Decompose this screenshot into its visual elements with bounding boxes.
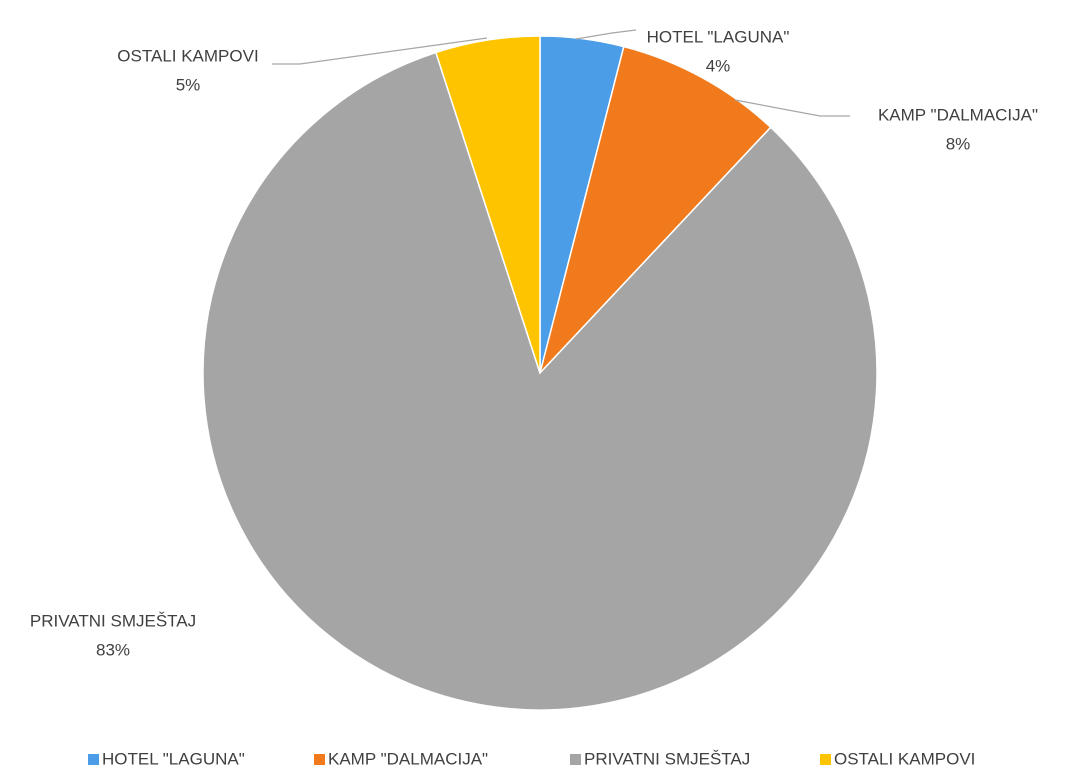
data-label-value: 4% [706, 56, 731, 75]
legend-label: HOTEL "LAGUNA" [102, 749, 245, 768]
leader-line [272, 37, 488, 65]
pie-slice [434, 35, 541, 374]
leader-line [734, 99, 850, 117]
pie [202, 35, 878, 711]
pie-slice [539, 45, 772, 374]
pie-slice [202, 51, 878, 711]
data-label-value: 83% [96, 640, 130, 659]
legend-swatch [820, 754, 831, 765]
legend: HOTEL "LAGUNA" KAMP "DALMACIJA" PRIVATNI S… [88, 749, 975, 768]
data-label-name: OSTALI KAMPOVI [117, 46, 258, 65]
leader-line [575, 29, 637, 40]
legend-swatch [314, 754, 325, 765]
data-label-value: 5% [176, 75, 201, 94]
legend-label: KAMP "DALMACIJA" [328, 749, 488, 768]
data-labels: HOTEL "LAGUNA" 4% KAMP "DALMACIJA" 8% OSTALI… [30, 27, 1038, 659]
data-label-value: 8% [946, 134, 971, 153]
legend-swatch [570, 754, 581, 765]
legend-label: OSTALI KAMPOVI [834, 749, 975, 768]
data-label-name: PRIVATNI SMJEŠTAJ [30, 611, 196, 630]
data-label-name: KAMP "DALMACIJA" [878, 105, 1038, 124]
legend-label: PRIVATNI SMJEŠTAJ [584, 749, 750, 768]
data-label-name: HOTEL "LAGUNA" [647, 27, 790, 46]
legend-swatch [88, 754, 99, 765]
